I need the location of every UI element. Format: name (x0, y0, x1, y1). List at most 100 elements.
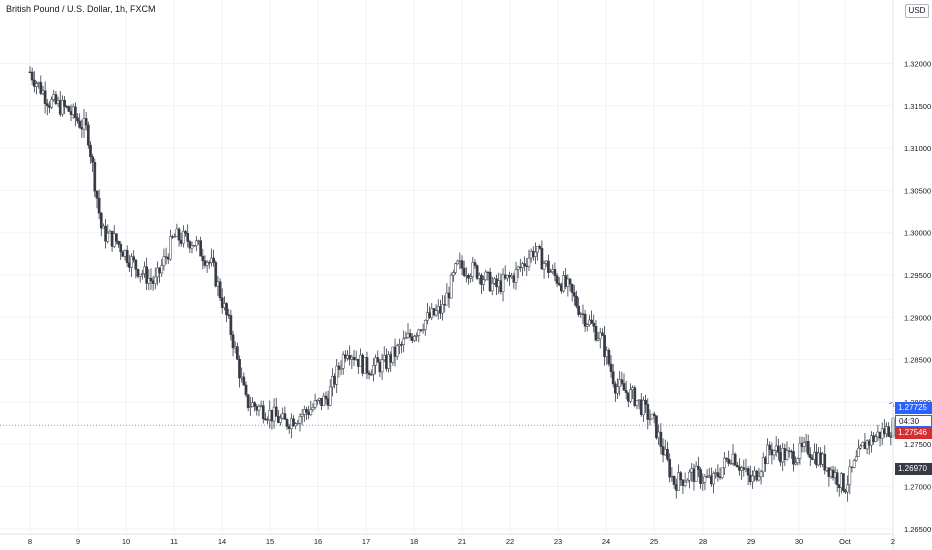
candle-body (588, 319, 591, 325)
candle-body (277, 416, 280, 423)
price-tick-label: 1.31000 (904, 144, 931, 153)
candle-body (880, 428, 884, 439)
candle-body (618, 379, 622, 387)
price-tick-label: 1.30000 (904, 229, 931, 238)
candle-body (857, 447, 860, 457)
candle-body (445, 292, 449, 306)
candle-body (792, 451, 795, 465)
candle-body (199, 240, 202, 257)
candle-body (701, 482, 705, 484)
candle-body (796, 458, 800, 464)
candle-body (173, 236, 177, 238)
candle-body (290, 418, 293, 430)
candle-body (798, 442, 802, 459)
candle-body (668, 459, 672, 478)
candle-body (555, 275, 559, 284)
candle-body (540, 248, 544, 270)
candle-body (128, 262, 131, 268)
candle-body (635, 400, 639, 406)
candle-body (108, 230, 112, 234)
currency-button[interactable]: USD (905, 4, 929, 18)
candle-body (413, 336, 416, 341)
candle-body (238, 359, 241, 379)
candle-body (690, 468, 694, 473)
candle-body (748, 474, 752, 483)
candle-body (229, 315, 233, 336)
candle-body (432, 308, 436, 316)
candle-body (527, 257, 531, 267)
candle-body (549, 271, 552, 273)
candle-body (216, 281, 220, 287)
time-tick-label: 14 (218, 537, 226, 546)
candle-body (471, 262, 475, 277)
candle-body (480, 274, 483, 285)
candle-body (699, 469, 702, 484)
candle-body (876, 431, 880, 438)
candle-body (808, 453, 812, 458)
candle-body (110, 230, 114, 247)
candle-body (192, 245, 196, 247)
candle-body (581, 313, 585, 315)
candle-body (385, 355, 388, 369)
candle-body (261, 405, 265, 420)
candle-body (186, 233, 190, 242)
candle-body (41, 90, 45, 94)
candle-body (54, 94, 58, 104)
candle-body (145, 266, 148, 284)
candle-body (477, 274, 481, 279)
candle-body (188, 241, 192, 249)
candle-body (367, 372, 371, 375)
candle-body (789, 450, 793, 453)
candle-body (140, 273, 144, 275)
price-tick-label: 1.29000 (904, 313, 931, 322)
candle-body (566, 278, 570, 287)
candle-body (97, 197, 101, 214)
candle-body (45, 103, 49, 106)
time-tick-label: 24 (602, 537, 610, 546)
candle-body (777, 445, 780, 453)
candle-body (395, 345, 399, 357)
candle-body (611, 371, 615, 385)
candle-body (197, 240, 200, 242)
candle-body (52, 94, 56, 100)
candle-body (759, 471, 763, 477)
candle-body (510, 275, 514, 278)
candle-body (583, 313, 587, 327)
candle-body (575, 295, 578, 307)
candle-body (755, 470, 759, 481)
candle-body (605, 350, 609, 357)
candle-body (240, 376, 244, 379)
candle-body (878, 431, 882, 439)
candle-body (410, 336, 414, 341)
candle-body (449, 274, 453, 299)
red-price-tag: 1.27546 (895, 427, 932, 439)
candle-body (82, 118, 86, 130)
countdown-tag: 04:30 (895, 415, 932, 427)
candle-body (333, 376, 336, 385)
candle-body (601, 332, 604, 336)
candle-body (287, 426, 291, 430)
candle-body (153, 276, 157, 284)
candle-body (61, 99, 64, 115)
candle-body (294, 423, 298, 427)
candle-body (579, 313, 583, 315)
candle-body (190, 245, 194, 249)
time-tick-label: 22 (506, 537, 514, 546)
candle-body (454, 263, 457, 273)
candle-body (723, 457, 726, 469)
time-tick-label: 25 (650, 537, 658, 546)
candle-body (562, 275, 565, 292)
candle-body (742, 467, 746, 470)
candle-body (720, 467, 724, 478)
candle-body (302, 409, 306, 415)
time-tick-label: Oct (839, 537, 852, 546)
candle-body (865, 440, 869, 450)
candle-body (746, 468, 750, 476)
candle-body (65, 106, 69, 108)
candle-body (585, 324, 589, 327)
candle-body (551, 269, 555, 272)
candle-body (863, 441, 867, 450)
candle-body (464, 275, 468, 277)
candle-body (458, 260, 462, 262)
